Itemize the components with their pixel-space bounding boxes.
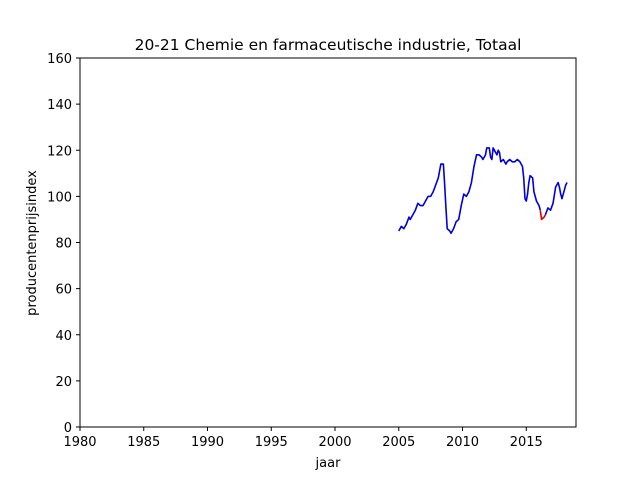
x-tick-label: 2005 bbox=[382, 435, 415, 450]
y-tick-label: 120 bbox=[47, 144, 72, 159]
y-tick-label: 0 bbox=[64, 421, 72, 436]
plot-area-frame bbox=[79, 57, 577, 428]
series-line-2 bbox=[539, 210, 547, 221]
chart-title: 20-21 Chemie en farmaceutische industrie… bbox=[135, 36, 522, 54]
y-axis: 0 20 40 60 80 100 120 140 160 bbox=[47, 52, 80, 436]
x-axis-label: jaar bbox=[315, 456, 342, 471]
y-tick-label: 80 bbox=[55, 237, 72, 252]
data-series bbox=[398, 147, 568, 235]
x-tick-label: 2000 bbox=[318, 435, 351, 450]
x-tick-label: 1985 bbox=[127, 435, 160, 450]
x-tick-label: 2015 bbox=[510, 435, 543, 450]
y-tick-label: 160 bbox=[47, 52, 72, 67]
y-tick-label: 140 bbox=[47, 98, 72, 113]
x-tick-label: 1995 bbox=[255, 435, 288, 450]
series-line-3 bbox=[544, 181, 568, 216]
x-axis: 1980 1985 1990 1995 2000 2005 2010 2015 bbox=[63, 427, 543, 450]
y-tick-label: 20 bbox=[55, 375, 72, 390]
y-tick-label: 60 bbox=[55, 283, 72, 298]
x-tick-label: 2010 bbox=[446, 435, 479, 450]
x-tick-label: 1980 bbox=[63, 435, 96, 450]
y-tick-label: 100 bbox=[47, 190, 72, 205]
y-tick-label: 40 bbox=[55, 329, 72, 344]
x-tick-label: 1990 bbox=[191, 435, 224, 450]
series-line-1 bbox=[398, 147, 542, 235]
y-axis-label: producentenprijsindex bbox=[25, 170, 40, 316]
